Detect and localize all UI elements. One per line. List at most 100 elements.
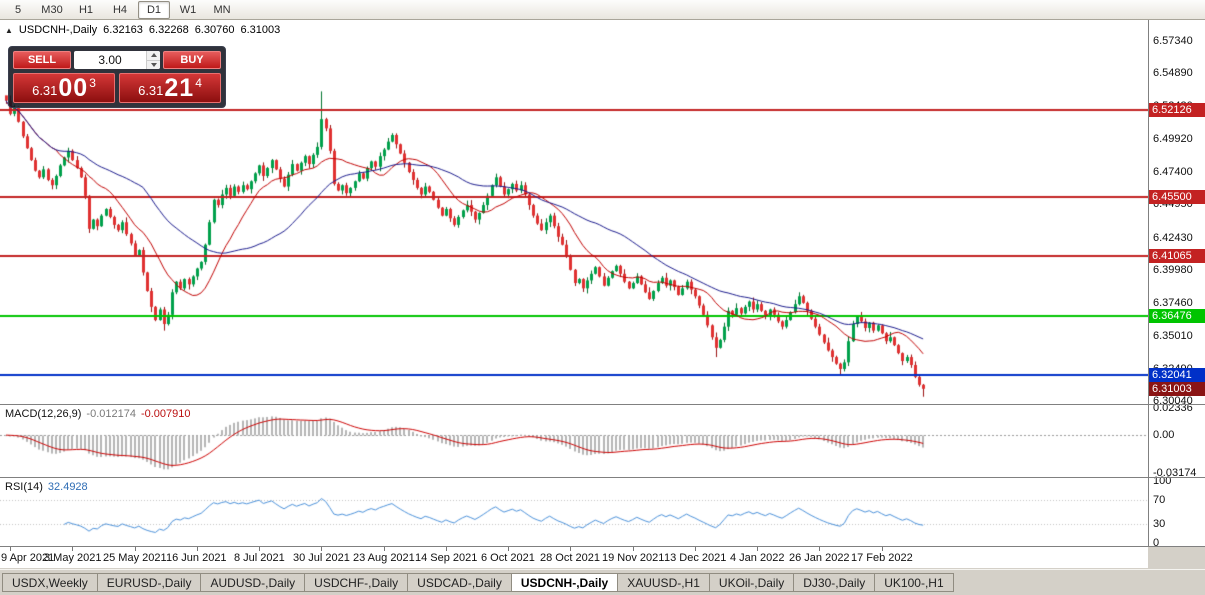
date-tick (135, 547, 136, 551)
chart-tab-eurusd-daily[interactable]: EURUSD-,Daily (97, 573, 202, 592)
date-label: 23 Aug 2021 (353, 552, 415, 564)
date-label: 19 Nov 2021 (602, 552, 665, 564)
chart-tab-usdchf-daily[interactable]: USDCHF-,Daily (305, 573, 409, 592)
date-tick (197, 547, 198, 551)
price-scale[interactable]: 6.573406.548906.524306.499206.474006.449… (1148, 20, 1205, 549)
macd-name: MACD(12,26,9) (5, 408, 82, 420)
rsi-label: RSI(14) 32.4928 (5, 481, 88, 493)
macd-panel-canvas[interactable] (0, 405, 1148, 477)
rsi-scale-label: 70 (1153, 493, 1166, 506)
price-scale-label: 6.39980 (1153, 264, 1193, 277)
level-badge-6.41065[interactable]: 6.41065 (1149, 248, 1205, 263)
buy-price-big: 21 (164, 74, 195, 102)
date-tick (259, 547, 260, 551)
buy-price-sup: 4 (195, 76, 202, 90)
date-tick (633, 547, 634, 551)
period-button-m30[interactable]: M30 (41, 3, 63, 16)
macd-label: MACD(12,26,9) -0.012174 -0.007910 (5, 408, 191, 420)
date-tick (570, 547, 571, 551)
chart-title: ▲ USDCNH-,Daily 6.32163 6.32268 6.30760 … (5, 24, 280, 36)
trade-panel-collapse-icon[interactable]: ▲ (5, 25, 13, 35)
buy-price-head: 6.31 (138, 83, 164, 98)
level-badge-6.36476[interactable]: 6.36476 (1149, 309, 1205, 324)
chart-tab-usdcad-daily[interactable]: USDCAD-,Daily (408, 573, 512, 592)
date-label: 16 Jun 2021 (166, 552, 227, 564)
date-tick (321, 547, 322, 551)
rsi-scale-label: 0 (1153, 536, 1160, 549)
rsi-panel-canvas[interactable] (0, 478, 1148, 546)
date-label: 28 Oct 2021 (540, 552, 600, 564)
sell-price-head: 6.31 (32, 83, 58, 98)
date-tick (446, 547, 447, 551)
volume-increase-button[interactable] (147, 51, 160, 60)
sell-price-sup: 3 (89, 76, 96, 90)
price-scale-label: 6.54890 (1153, 67, 1193, 79)
date-label: 9 Apr 2021 (1, 552, 55, 564)
buy-button[interactable]: BUY (163, 51, 221, 69)
date-tick (384, 547, 385, 551)
period-button-h4[interactable]: H4 (112, 3, 128, 16)
date-label: 25 May 2021 (103, 552, 167, 564)
ohlc-high: 6.32268 (148, 24, 189, 36)
date-tick (757, 547, 758, 551)
date-tick (695, 547, 696, 551)
current-price-badge[interactable]: 6.31003 (1149, 381, 1205, 396)
level-badge-6.52126[interactable]: 6.52126 (1149, 102, 1205, 117)
panel-divider[interactable] (0, 477, 1205, 478)
one-click-trade-panel: SELL BUY 6.31 00 3 6.31 21 4 (8, 46, 226, 108)
price-scale-label: 6.37460 (1153, 297, 1193, 310)
chart-tab-audusd-daily[interactable]: AUDUSD-,Daily (201, 573, 306, 592)
chart-tab-usdx-weekly[interactable]: USDX,Weekly (2, 573, 98, 592)
date-axis[interactable]: 9 Apr 2021 3 May 2021 25 May 2021 16 Jun 20… (0, 547, 1148, 568)
level-badge-6.45500[interactable]: 6.45500 (1149, 190, 1205, 205)
period-button-mn[interactable]: MN (213, 3, 231, 16)
chart-tab-dj30-daily[interactable]: DJ30-,Daily (794, 573, 876, 592)
macd-value-signal: -0.007910 (140, 408, 191, 420)
volume-decrease-button[interactable] (147, 59, 160, 69)
triangle-up-icon (150, 53, 157, 58)
volume-spinners (146, 51, 160, 69)
chart-tab-usdcnh-daily[interactable]: USDCNH-,Daily (511, 573, 619, 592)
rsi-value: 32.4928 (47, 481, 88, 493)
ohlc-close: 6.31003 (240, 24, 281, 36)
macd-scale-label: 0.00 (1153, 429, 1175, 442)
level-badge-6.32041[interactable]: 6.32041 (1149, 368, 1205, 383)
ohlc-open: 6.32163 (103, 24, 143, 36)
period-button-w1[interactable]: W1 (179, 3, 197, 16)
date-label: 26 Jan 2022 (789, 552, 850, 564)
date-label: 8 Jul 2021 (234, 552, 285, 564)
sell-price-big: 00 (58, 74, 89, 102)
triangle-down-icon (150, 62, 157, 67)
price-scale-label: 6.49920 (1153, 132, 1193, 145)
date-tick (508, 547, 509, 551)
period-button-d1[interactable]: D1 (138, 0, 170, 19)
chart-tab-ukoil-daily[interactable]: UKOil-,Daily (709, 573, 795, 592)
panel-divider[interactable] (0, 404, 1205, 405)
date-label: 4 Jan 2022 (730, 552, 785, 564)
price-scale-label: 6.42430 (1153, 231, 1193, 244)
date-label: 13 Dec 2021 (664, 552, 727, 564)
volume-box (74, 51, 160, 69)
date-label: 14 Sep 2021 (415, 552, 478, 564)
sell-button[interactable]: SELL (13, 51, 71, 69)
price-scale-label: 6.35010 (1153, 329, 1193, 342)
chart-symbol: USDCNH-,Daily (18, 24, 98, 36)
date-label: 30 Jul 2021 (293, 552, 350, 564)
chart-tab-xauusd-h1[interactable]: XAUUSD-,H1 (618, 573, 710, 592)
ohlc-low: 6.30760 (194, 24, 235, 36)
chart-tabbar: USDX,Weekly EURUSD-,Daily AUDUSD-,Daily USD… (0, 569, 1205, 595)
period-toolbar: 5 M30 H1 H4 D1 W1 MN (0, 0, 1205, 20)
rsi-scale-label: 100 (1153, 475, 1172, 488)
volume-input[interactable] (74, 53, 146, 67)
macd-value-main: -0.012174 (86, 408, 136, 420)
chart-area: ▲ USDCNH-,Daily 6.32163 6.32268 6.30760 … (0, 20, 1148, 547)
period-button-h1[interactable]: H1 (78, 3, 94, 16)
chart-tab-uk100-h1[interactable]: UK100-,H1 (875, 573, 954, 592)
sell-price-button[interactable]: 6.31 00 3 (13, 73, 115, 103)
axis-divider (0, 546, 1205, 547)
buy-price-button[interactable]: 6.31 21 4 (119, 73, 221, 103)
period-button-5[interactable]: 5 (14, 3, 22, 16)
price-scale-label: 6.47400 (1153, 166, 1193, 178)
rsi-name: RSI(14) (5, 481, 43, 493)
date-tick (819, 547, 820, 551)
